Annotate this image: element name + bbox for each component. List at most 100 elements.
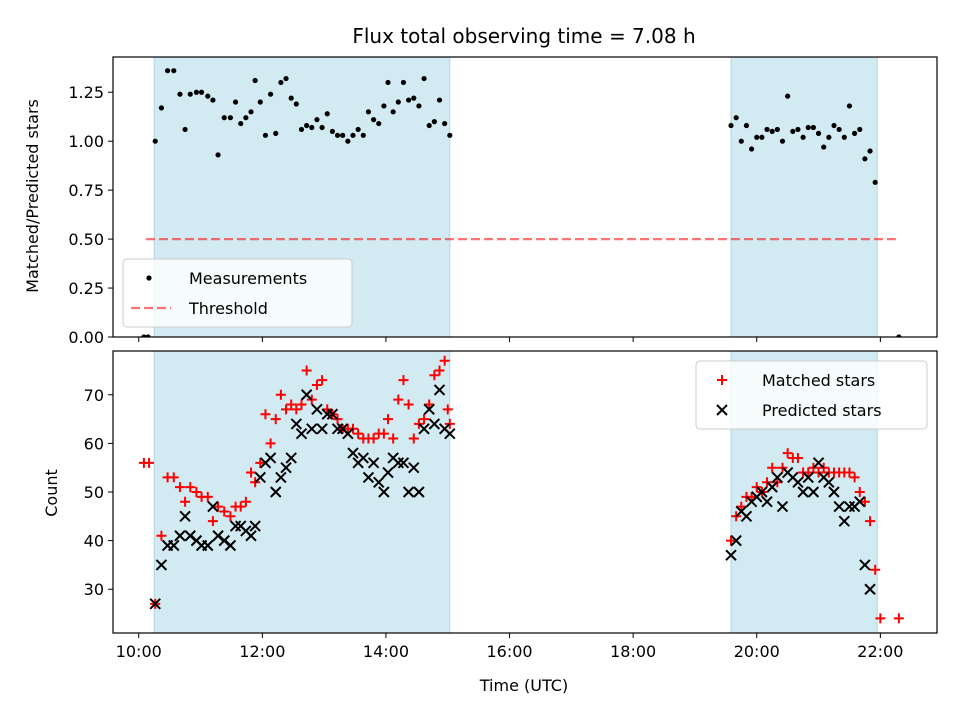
- measurement-point: [158, 105, 165, 111]
- predicted-star-point: [433, 384, 446, 396]
- measurement-point: [141, 334, 147, 337]
- measurement-point: [749, 146, 755, 152]
- matched-star-point: [291, 404, 302, 415]
- matched-star-point: [439, 355, 450, 366]
- predicted-star-point: [179, 510, 191, 523]
- measurement-point: [215, 152, 221, 158]
- predicted-star-point: [174, 530, 186, 542]
- ratio-plot-frame: [112, 56, 938, 338]
- legend-box: [695, 360, 928, 430]
- matched-star-point: [270, 414, 281, 425]
- predicted-star-point: [275, 471, 287, 484]
- measurement-point: [365, 109, 372, 115]
- measurement-point: [421, 75, 427, 82]
- predicted-star-point: [285, 452, 297, 464]
- measurement-point: [340, 132, 346, 138]
- measurement-point: [248, 109, 254, 115]
- measurement-point: [754, 134, 760, 140]
- x-tick-label: 22:00: [857, 642, 903, 661]
- measurement-point: [774, 126, 780, 133]
- ratio-y-tick-label: 0.50: [68, 230, 104, 249]
- measurement-point: [238, 120, 244, 127]
- matched-star-point: [767, 462, 778, 473]
- predicted-star-point: [229, 520, 242, 532]
- x-tick-label: 20:00: [734, 642, 780, 661]
- measurement-point: [385, 79, 391, 86]
- measurement-point: [177, 91, 183, 97]
- predicted-star-point: [823, 476, 835, 488]
- predicted-star-point: [792, 476, 804, 488]
- matched-star-point: [813, 467, 824, 478]
- matched-star-point: [782, 448, 793, 459]
- x-tick-label: 10:00: [116, 642, 162, 661]
- matched-star-point: [419, 414, 430, 425]
- measurement-point: [298, 126, 305, 133]
- measurement-point: [785, 93, 791, 99]
- predicted-star-point: [254, 471, 266, 484]
- ratio-y-tick-label: 0.00: [68, 328, 104, 347]
- predicted-star-point: [838, 515, 851, 527]
- predicted-star-point: [155, 559, 168, 571]
- matched-star-point: [792, 452, 803, 463]
- measurement-point: [210, 97, 216, 103]
- predicted-star-point: [290, 418, 303, 430]
- matched-star-point: [398, 375, 409, 386]
- matched-star-point: [202, 491, 213, 502]
- measurement-point: [182, 126, 188, 133]
- matched-star-point: [213, 501, 224, 512]
- measurement-point: [187, 91, 193, 97]
- predicted-star-point: [264, 452, 277, 464]
- matched-star-point: [368, 433, 379, 444]
- measurement-point: [826, 134, 832, 140]
- predicted-star-point: [311, 403, 323, 416]
- predicted-star-point: [864, 583, 876, 595]
- count-y-tick-label: 60: [84, 434, 104, 453]
- matched-star-point: [772, 477, 783, 488]
- matched-star-point: [311, 380, 322, 391]
- count-legend: Matched stars Predicted stars: [695, 360, 928, 430]
- measurement-point: [293, 101, 299, 107]
- count-panel: 10:00 12:00 14:00 16:00 18:00 20:00 22:00 30 40 5…: [84, 350, 938, 661]
- predicted-star-point: [316, 423, 328, 435]
- measurement-point: [821, 144, 827, 150]
- matched-star-point: [207, 516, 218, 527]
- matched-star-point: [808, 462, 819, 473]
- measurement-point: [790, 128, 796, 135]
- predicted-star-point: [771, 471, 784, 484]
- measurement-point: [324, 111, 330, 117]
- legend-label: Threshold: [188, 299, 268, 318]
- predicted-star-point: [367, 457, 380, 469]
- legend-marker-measurements: [146, 275, 152, 281]
- x-tick-label: 12:00: [239, 642, 285, 661]
- predicted-star-point: [326, 408, 339, 420]
- matched-star-point: [393, 394, 404, 405]
- matched-star-point: [893, 613, 904, 624]
- matched-star-point: [156, 530, 167, 541]
- matched-star-point: [434, 365, 445, 376]
- predicted-star-point: [797, 486, 809, 498]
- measurement-point: [314, 117, 320, 123]
- predicted-star-point: [306, 423, 318, 435]
- matched-star-point: [332, 414, 343, 425]
- matched-star-point: [378, 428, 389, 439]
- predicted-star-point: [730, 534, 742, 547]
- predicted-star-point: [807, 486, 820, 498]
- measurement-point: [232, 99, 239, 105]
- matched-star-point: [444, 418, 455, 429]
- measurement-point: [205, 93, 211, 99]
- x-tick-label: 14:00: [363, 642, 409, 661]
- measurement-point: [836, 126, 842, 133]
- measurement-point: [319, 124, 325, 131]
- predicted-star-point: [776, 500, 789, 513]
- matched-star-point: [191, 487, 202, 497]
- count-y-tick-label: 30: [84, 580, 104, 599]
- predicted-star-point: [833, 500, 845, 513]
- measurement-point: [252, 77, 258, 84]
- measurement-point: [198, 89, 205, 95]
- matched-star-point: [870, 564, 881, 575]
- predicted-star-point: [149, 598, 161, 610]
- measurement-point: [193, 89, 200, 95]
- matched-star-point: [225, 511, 236, 522]
- x-axis-label: Time (UTC): [479, 676, 568, 695]
- measurement-point: [395, 99, 401, 105]
